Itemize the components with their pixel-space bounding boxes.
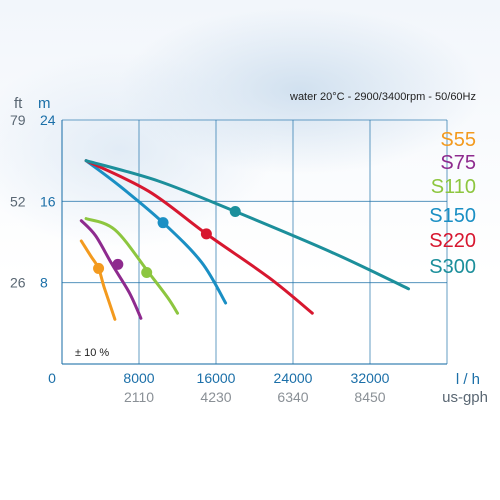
- legend-label-s150: S150: [429, 205, 476, 227]
- ticks: 0 8000 16000 24000 32000 2110 4230 6340 8450 8 16 2…: [10, 112, 390, 405]
- grid: [61, 119, 448, 365]
- legend-label-s300: S300: [429, 256, 476, 278]
- series-line-s75: [79, 219, 143, 320]
- series-marker-s300: [229, 206, 241, 217]
- x-tick-label: 24000: [274, 370, 313, 386]
- series-marker-s55: [93, 262, 105, 274]
- series-curves: [79, 159, 410, 321]
- y-ft-tick-label: 79: [10, 112, 26, 128]
- legend-label-s220: S220: [429, 230, 476, 252]
- legend-label-s55: S55: [440, 129, 476, 151]
- y-ft-tick-label: 26: [10, 275, 26, 291]
- series-marker-s220: [200, 228, 212, 240]
- series-marker-s110: [141, 267, 153, 278]
- tolerance-note: ± 10 %: [75, 347, 109, 359]
- y-tick-label: 16: [40, 193, 56, 209]
- series-marker-s150: [157, 217, 169, 229]
- x2-tick-label: 6340: [277, 389, 308, 405]
- x2-tick-label: 8450: [354, 389, 385, 405]
- series-line-s55: [79, 239, 117, 321]
- y-unit-m: m: [38, 95, 51, 112]
- x-tick-label: 0: [48, 370, 56, 386]
- legend-label-s75: S75: [440, 152, 476, 174]
- x2-unit: us-gph: [442, 389, 488, 406]
- y-unit-ft: ft: [14, 95, 23, 112]
- x2-tick-label: 4230: [200, 389, 231, 405]
- chart-note: water 20°C - 2900/3400rpm - 50/60Hz: [289, 91, 476, 103]
- x-tick-label: 16000: [197, 370, 236, 386]
- y-tick-label: 24: [40, 112, 56, 128]
- x2-tick-label: 2110: [124, 389, 154, 405]
- y-tick-label: 8: [40, 275, 48, 291]
- x-tick-label: 8000: [123, 370, 154, 386]
- series-marker-s75: [112, 258, 124, 270]
- series-line-s300: [84, 159, 410, 291]
- x-tick-label: 32000: [351, 370, 390, 386]
- y-ft-tick-label: 52: [10, 193, 26, 209]
- x-unit: l / h: [456, 371, 480, 388]
- legend-label-s110: S110: [431, 176, 476, 198]
